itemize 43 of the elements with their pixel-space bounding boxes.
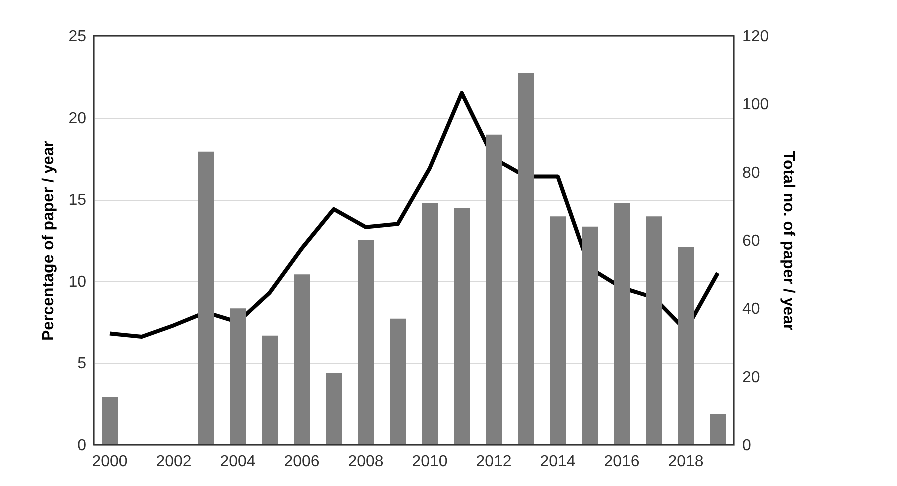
x-tick-label: 2000 [92,454,128,470]
y-tick-label: 0 [78,438,87,454]
y2-tick-label: 100 [742,96,770,114]
bar [326,373,342,445]
y-tick-label: 15 [68,192,87,210]
x-tick-label: 2014 [540,454,576,470]
bar [486,134,502,445]
x-tick-label: 2012 [476,454,512,470]
bar [422,203,438,445]
bar [550,216,566,445]
x-tick-label: 2016 [604,454,640,470]
y-axis-title: Percentage of paper / year [40,140,58,342]
y2-tick-label: 40 [742,301,760,318]
bar [230,308,246,445]
bar [198,152,214,445]
x-tick-label: 2006 [284,454,320,470]
x-tick-label: 2004 [220,454,256,470]
bar [678,247,694,445]
x-tick-label: 2002 [156,454,192,470]
bar [614,203,630,445]
y2-tick-label: 120 [742,28,770,46]
bar [646,216,662,445]
bar [294,274,310,445]
x-tick-label: 2010 [412,454,448,470]
bar [102,397,118,445]
y2-tick-label: 0 [742,438,752,454]
bar [390,318,406,445]
bar [710,414,726,445]
x-tick-label: 2018 [668,454,704,470]
y2-tick-label: 80 [742,164,760,182]
bar [454,208,470,445]
y-tick-label: 10 [68,274,87,291]
bar [582,226,598,445]
y-tick-label: 25 [68,28,87,46]
y2-tick-label: 60 [742,233,760,250]
y2-tick-label: 20 [742,369,760,386]
bar [262,336,278,445]
y-tick-label: 20 [68,110,87,128]
bar [358,240,374,445]
x-tick-label: 2008 [348,454,384,470]
y2-axis-title: Total no. of paper / year [780,151,798,331]
bar [518,73,534,445]
y-tick-label: 5 [78,356,87,373]
